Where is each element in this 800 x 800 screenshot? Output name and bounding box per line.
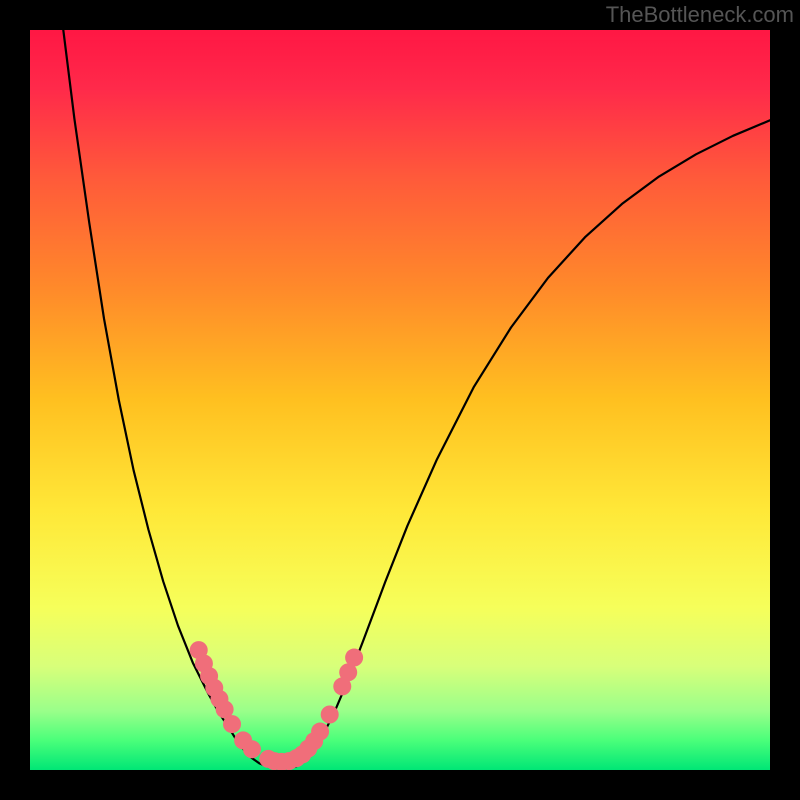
data-marker: [345, 649, 363, 667]
data-marker: [243, 740, 261, 758]
watermark-text: TheBottleneck.com: [606, 2, 794, 28]
data-marker: [223, 715, 241, 733]
gradient-background: [30, 30, 770, 770]
data-marker: [311, 723, 329, 741]
chart-container: TheBottleneck.com: [0, 0, 800, 800]
plot-area: [30, 30, 770, 770]
chart-svg: [30, 30, 770, 770]
data-marker: [321, 706, 339, 724]
